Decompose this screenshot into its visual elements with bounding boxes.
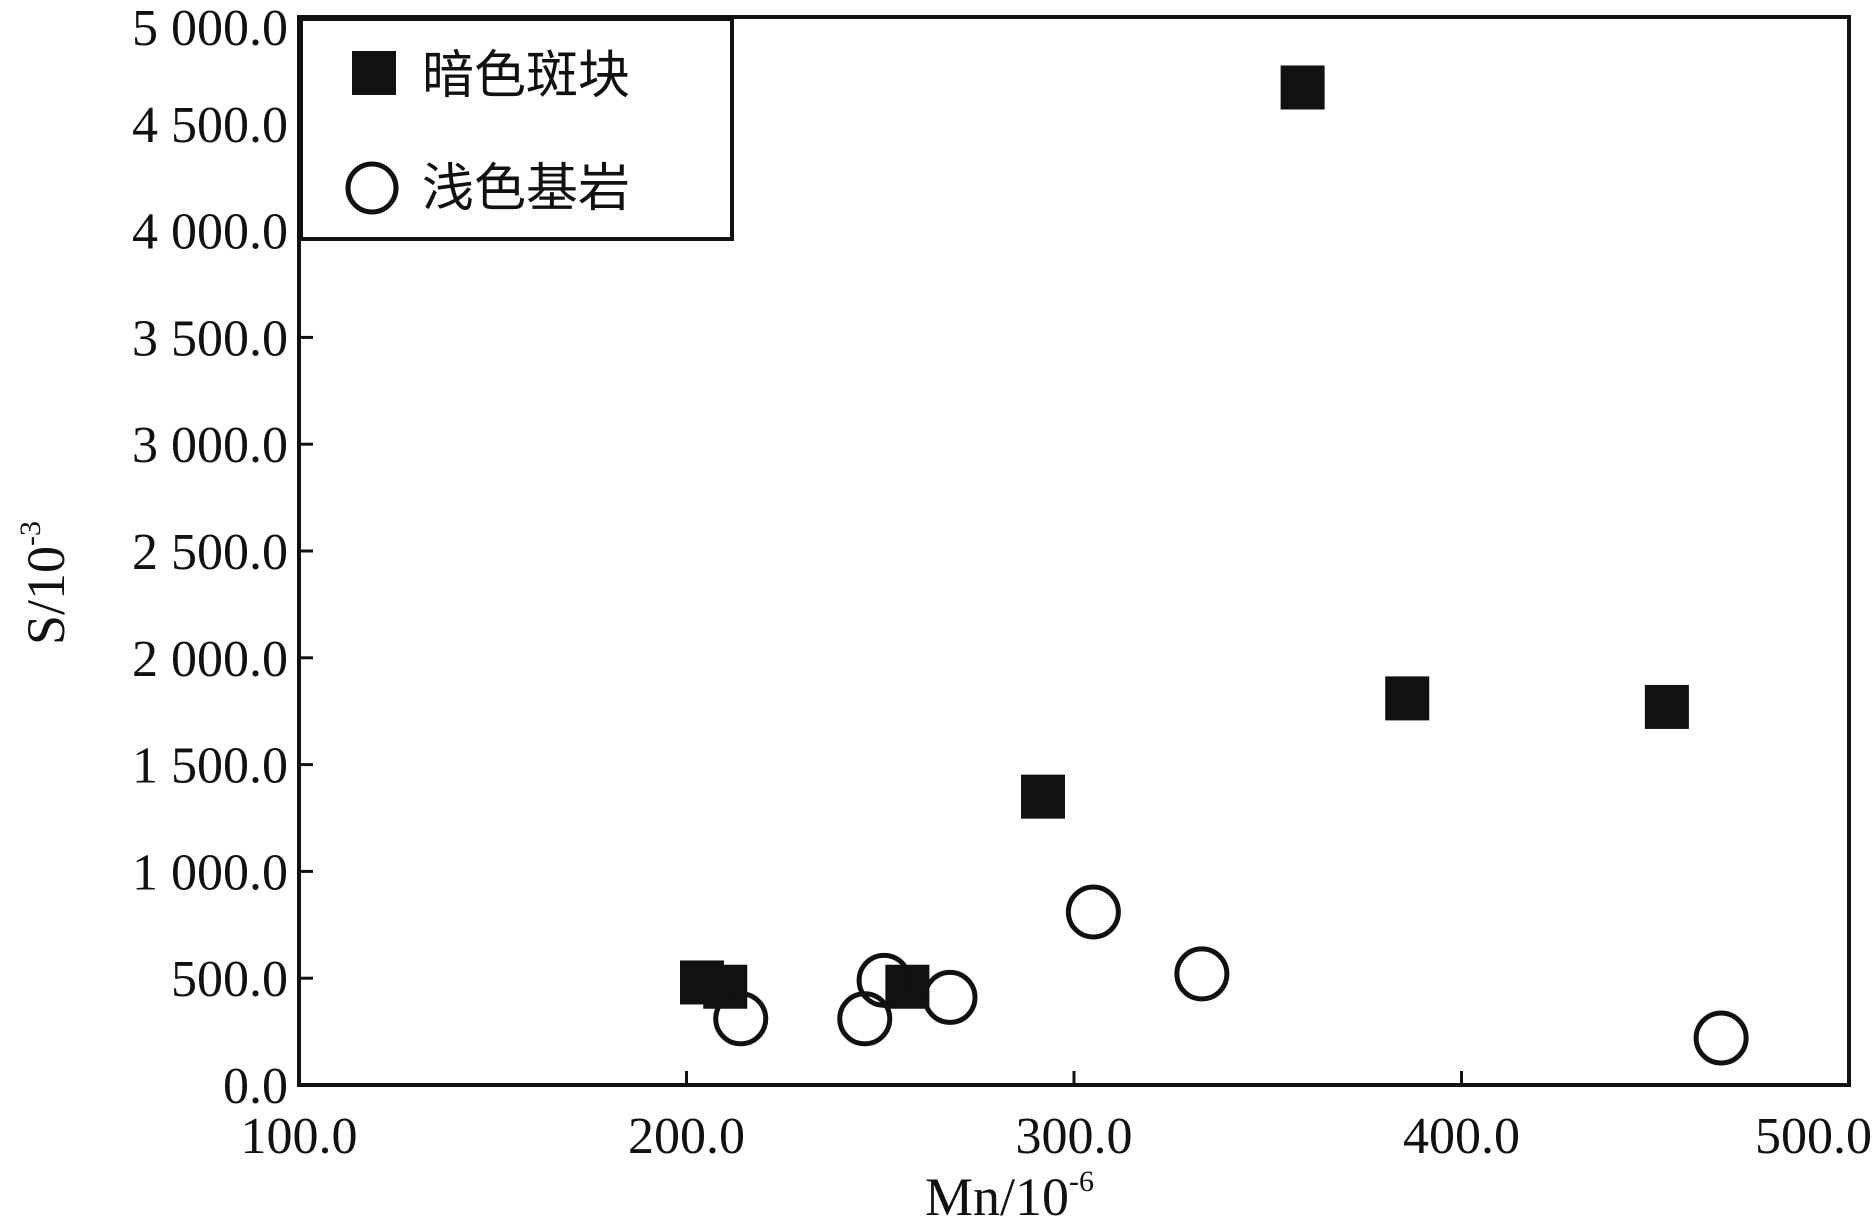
data-points xyxy=(680,65,1749,1066)
y-axis-title-exponent: -3 xyxy=(14,521,47,546)
light-bedrock-point xyxy=(856,952,912,1008)
dark-patch-point xyxy=(1644,684,1689,729)
legend-marker-dark-patch xyxy=(352,51,396,95)
x-axis-title: Mn/10-6 xyxy=(925,1165,1094,1227)
light-bedrock-point xyxy=(1174,946,1230,1002)
x-tick-label: 400.0 xyxy=(1403,1108,1520,1165)
x-axis-title-exponent: -6 xyxy=(1069,1165,1094,1198)
y-axis-title: S/10-3 xyxy=(14,521,76,645)
legend: 暗色斑块 浅色基岩 xyxy=(299,17,734,241)
y-tick-label: 4 000.0 xyxy=(132,204,288,261)
y-tick-label: 1 000.0 xyxy=(132,844,288,901)
y-tick-label: 3 000.0 xyxy=(132,417,288,474)
legend-label-dark-patch: 暗色斑块 xyxy=(422,46,630,106)
x-tick-label: 200.0 xyxy=(628,1108,745,1165)
dark-patch-point xyxy=(1280,65,1325,110)
y-tick-label: 0.0 xyxy=(223,1058,288,1115)
y-axis-ticks: 0.0 500.0 1 000.0 1 500.0 2 000.0 2 500.0 3 00… xyxy=(132,0,313,1115)
legend-label-light-bedrock: 浅色基岩 xyxy=(422,159,630,219)
y-axis-title-main: S/10 xyxy=(16,546,76,645)
x-tick-label: 300.0 xyxy=(1016,1108,1133,1165)
y-tick-label: 4 500.0 xyxy=(132,97,288,154)
x-axis-ticks: 100.0 200.0 300.0 400.0 500.0 xyxy=(241,1071,1872,1165)
y-tick-label: 2 500.0 xyxy=(132,524,288,581)
y-tick-label: 500.0 xyxy=(171,951,288,1008)
x-axis-title-main: Mn/10 xyxy=(925,1167,1069,1227)
y-tick-label: 1 500.0 xyxy=(132,738,288,795)
y-tick-label: 5 000.0 xyxy=(132,0,288,57)
legend-marker-light-bedrock xyxy=(345,161,399,215)
light-bedrock-point xyxy=(1065,884,1121,940)
light-bedrock-point xyxy=(837,991,893,1047)
y-tick-label: 2 000.0 xyxy=(132,631,288,688)
light-bedrock-point xyxy=(713,991,769,1047)
y-tick-label: 3 500.0 xyxy=(132,310,288,367)
dark-patch-point xyxy=(1385,676,1430,721)
light-bedrock-point xyxy=(922,969,978,1025)
x-tick-label: 100.0 xyxy=(241,1108,358,1165)
light-bedrock-point xyxy=(1693,1010,1749,1066)
dark-patch-point xyxy=(1021,774,1065,819)
x-tick-label: 500.0 xyxy=(1755,1108,1872,1165)
